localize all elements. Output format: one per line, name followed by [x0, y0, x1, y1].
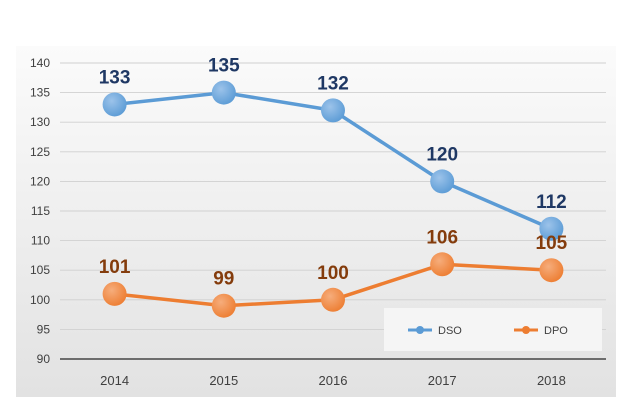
- y-tick-label: 95: [37, 322, 51, 336]
- legend-dpo-label: DPO: [544, 325, 568, 337]
- y-tick-label: 105: [30, 263, 50, 277]
- dso-point: [430, 169, 455, 194]
- y-tick-label: 125: [30, 145, 50, 159]
- y-tick-label: 115: [31, 204, 50, 218]
- line-chart: 90 95 100 105 110 115 120 125 130 135 140 2014 2015…: [16, 46, 616, 397]
- y-axis-ticks: 90 95 100 105 110 115 120 125 130 135 140: [30, 56, 50, 366]
- y-tick-label: 135: [30, 86, 50, 100]
- x-tick-label: 2018: [537, 373, 566, 388]
- x-tick-label: 2014: [100, 373, 129, 388]
- dpo-point: [321, 287, 345, 312]
- dso-point: [102, 92, 127, 117]
- dpo-data-label: 100: [317, 263, 349, 284]
- y-tick-label: 140: [30, 56, 50, 70]
- y-tick-label: 110: [31, 234, 50, 248]
- dpo-data-label: 105: [536, 233, 568, 254]
- dso-data-label: 132: [317, 73, 349, 94]
- y-tick-label: 130: [30, 115, 50, 129]
- dso-point: [539, 216, 564, 241]
- dpo-point: [102, 281, 127, 306]
- legend-dpo-marker: [522, 326, 530, 334]
- legend-dso-marker: [416, 326, 424, 334]
- dso-data-label: 133: [99, 67, 131, 88]
- dso-data-label: 120: [426, 144, 458, 165]
- x-tick-label: 2017: [428, 373, 457, 388]
- x-axis-ticks: 2014 2015 2016 2017 2018: [100, 373, 566, 388]
- dso-data-label: 135: [208, 56, 240, 77]
- dso-point: [321, 98, 345, 123]
- dpo-point: [539, 258, 564, 283]
- x-tick-label: 2015: [209, 373, 238, 388]
- y-tick-label: 90: [37, 352, 51, 366]
- dpo-point: [430, 252, 455, 277]
- series-layer: 133 135 132 120 112 101 99 100 106 105: [99, 56, 568, 318]
- chart-frame: 90 95 100 105 110 115 120 125 130 135 140 2014 2015…: [16, 46, 616, 397]
- dpo-data-label: 106: [426, 227, 458, 248]
- dso-data-label: 112: [536, 192, 567, 213]
- dpo-data-label: 99: [213, 269, 234, 290]
- dso-point: [211, 80, 236, 105]
- y-tick-label: 100: [30, 293, 50, 307]
- legend-dso-label: DSO: [438, 325, 462, 337]
- dpo-point: [211, 293, 236, 318]
- dpo-data-label: 101: [99, 257, 131, 278]
- y-tick-label: 120: [30, 174, 50, 188]
- legend: DSO DPO: [408, 325, 568, 337]
- x-tick-label: 2016: [319, 373, 348, 388]
